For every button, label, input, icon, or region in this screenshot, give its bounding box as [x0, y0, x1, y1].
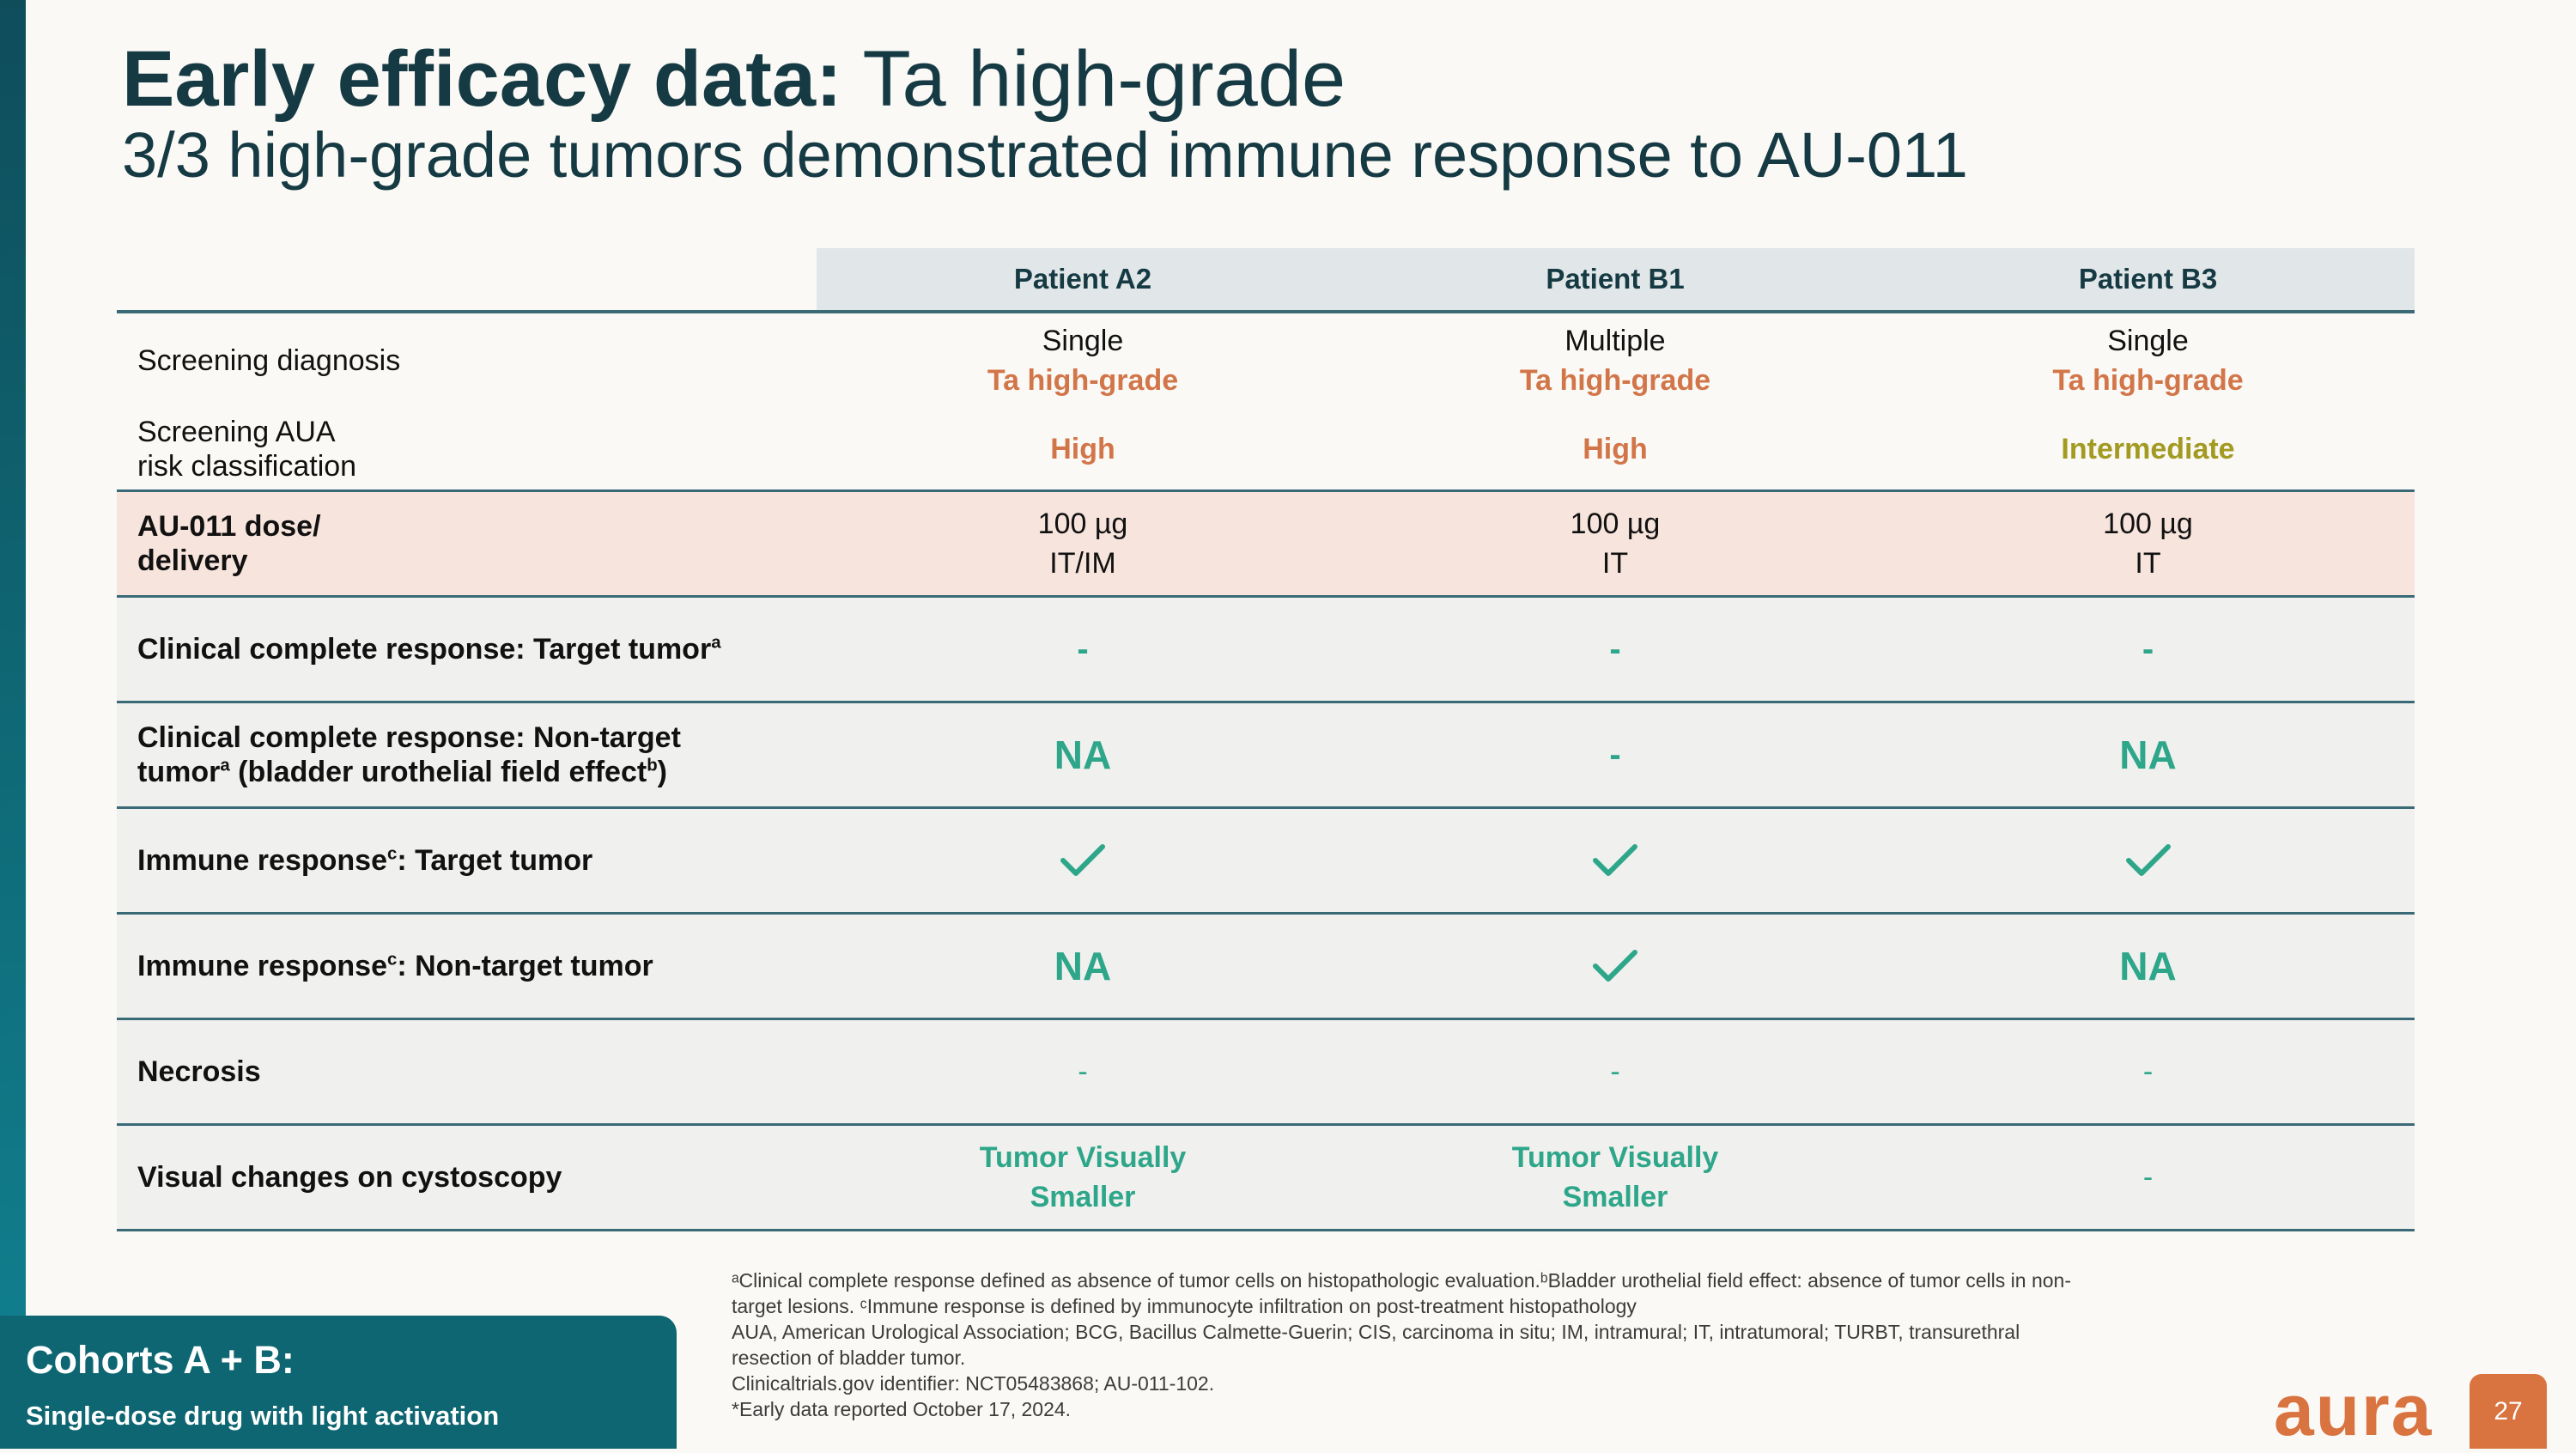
cohort-callout: Cohorts A + B: Single-dose drug with lig… [0, 1316, 677, 1449]
check-icon [1349, 915, 1881, 1018]
cell-b1: 100 µg IT [1570, 508, 1661, 580]
table-row: Clinical complete response: Non-target t… [117, 703, 2415, 809]
cohort-title: Cohorts A + B: [26, 1338, 295, 1382]
cell-b3: Intermediate [2061, 432, 2235, 465]
cell-b1: Tumor Visually Smaller [1511, 1141, 1719, 1213]
header-patient-a2: Patient A2 [1013, 263, 1152, 295]
cell-b1: - [1610, 1055, 1620, 1088]
cell-a2: 100 µg IT/IM [1037, 508, 1128, 580]
row-label: Immune responsec: Target tumor [137, 844, 593, 877]
cell-b3: - [2142, 1055, 2154, 1088]
row-label: Visual changes on cystoscopy [137, 1161, 562, 1194]
cell-a2: - [1077, 629, 1089, 668]
row-label: Clinical complete response: Non-target t… [137, 721, 681, 788]
footnote-line: ᵃClinical complete response defined as a… [732, 1269, 2071, 1292]
footnote-line: *Early data reported October 17, 2024. [732, 1398, 1072, 1420]
table-row: Screening diagnosis Single Ta high-grade … [117, 313, 2415, 408]
cohort-subtitle: Single-dose drug with light activation [26, 1401, 500, 1431]
cell-a2: Single Ta high-grade [987, 325, 1179, 397]
cell-b3: NA [2119, 944, 2177, 988]
footnotes: ᵃClinical complete response defined as a… [732, 1268, 2226, 1422]
cell-a2: High [1050, 432, 1115, 465]
row-label: AU-011 dose/delivery [137, 510, 321, 577]
footnote-line: target lesions. ᶜImmune response is defi… [732, 1295, 1637, 1317]
footnote-line: Clinicaltrials.gov identifier: NCT054838… [732, 1372, 1215, 1395]
row-label: Screening diagnosis [137, 344, 401, 377]
cell-b3: NA [2119, 733, 2177, 777]
page-number: 27 [2470, 1374, 2547, 1449]
header-patient-b1: Patient B1 [1546, 263, 1685, 295]
footnote-line: AUA, American Urological Association; BC… [732, 1321, 2020, 1343]
cell-a2: - [1078, 1055, 1088, 1088]
cell-b1: - [1609, 735, 1621, 774]
cell-b3: 100 µg IT [2103, 508, 2193, 580]
cell-b1: Multiple Ta high-grade [1519, 325, 1711, 397]
cell-b3: - [2142, 629, 2154, 668]
check-icon [817, 809, 1349, 912]
table-row: Immune responsec: Target tumor [117, 809, 2415, 915]
cell-b3: Single Ta high-grade [2052, 325, 2244, 397]
slide-title: Early efficacy data: Ta high-grade [122, 35, 1346, 123]
table-row: Clinical complete response: Target tumor… [117, 598, 2415, 703]
cell-a2: NA [1054, 944, 1112, 988]
cell-b1: High [1583, 432, 1648, 465]
row-label: Clinical complete response: Target tumor… [137, 633, 721, 666]
left-accent-bar [0, 0, 26, 1449]
cell-a2: NA [1054, 733, 1112, 777]
table-header: Patient A2 Patient B1 Patient B3 [117, 248, 2415, 313]
cell-a2: Tumor Visually Smaller [979, 1141, 1187, 1213]
table-row: Screening AUA risk classification High Hi… [117, 408, 2415, 492]
check-icon [1349, 809, 1881, 912]
footnote-line: resection of bladder tumor. [732, 1347, 966, 1369]
cell-b3: - [2142, 1160, 2154, 1194]
table-row: AU-011 dose/delivery 100 µg IT/IM 100 µg I… [117, 492, 2415, 598]
row-label: Necrosis [137, 1055, 261, 1088]
slide-subtitle: 3/3 high-grade tumors demonstrated immun… [122, 119, 1968, 191]
header-patient-b3: Patient B3 [2078, 263, 2218, 295]
table-row: Necrosis - - - [117, 1020, 2415, 1126]
table-row: Immune responsec: Non-target tumor NA NA [117, 915, 2415, 1020]
row-label: Screening AUA risk classification [137, 415, 357, 483]
aura-logo: aura [2274, 1370, 2433, 1450]
cell-b1: - [1609, 629, 1621, 668]
efficacy-table: Patient A2 Patient B1 Patient B3 Screeni… [117, 248, 2415, 1231]
check-icon [1881, 809, 2415, 912]
table-row: Visual changes on cystoscopy Tumor Visua… [117, 1126, 2415, 1231]
row-label: Immune responsec: Non-target tumor [137, 950, 653, 982]
